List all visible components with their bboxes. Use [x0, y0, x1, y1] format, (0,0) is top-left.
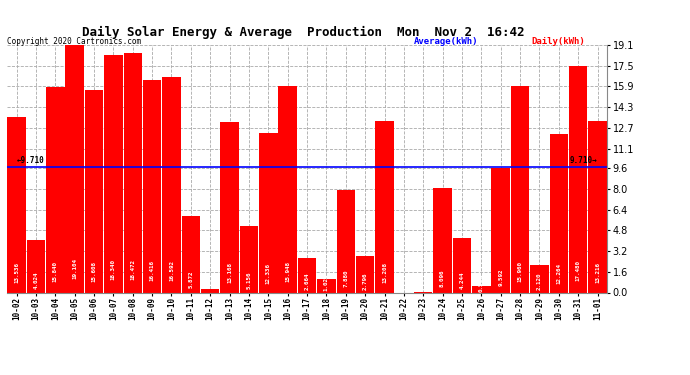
Text: 15.948: 15.948 — [285, 261, 290, 282]
Text: 18.340: 18.340 — [111, 259, 116, 280]
Bar — [239, 226, 258, 292]
Text: 17.480: 17.480 — [575, 260, 581, 280]
Text: 13.216: 13.216 — [595, 262, 600, 283]
Bar — [124, 53, 142, 292]
Text: 19.104: 19.104 — [72, 258, 77, 279]
Bar — [550, 134, 568, 292]
Text: 0.500: 0.500 — [479, 274, 484, 291]
Bar — [181, 216, 200, 292]
Bar — [337, 190, 355, 292]
Text: 13.168: 13.168 — [227, 262, 232, 284]
Bar — [472, 286, 491, 292]
Text: Daily(kWh): Daily(kWh) — [531, 38, 585, 46]
Bar — [162, 78, 181, 292]
Text: 12.336: 12.336 — [266, 263, 270, 284]
Text: Daily Solar Energy & Average  Production  Mon  Nov 2  16:42: Daily Solar Energy & Average Production … — [82, 26, 525, 39]
Text: 13.208: 13.208 — [382, 262, 387, 283]
Text: Average(kWh): Average(kWh) — [414, 38, 478, 46]
Bar — [589, 121, 607, 292]
Bar — [220, 122, 239, 292]
Bar — [259, 133, 277, 292]
Text: 18.472: 18.472 — [130, 259, 135, 280]
Text: 5.872: 5.872 — [188, 270, 193, 288]
Bar — [453, 237, 471, 292]
Text: 9.710→: 9.710→ — [570, 156, 598, 165]
Bar — [375, 122, 394, 292]
Text: 16.416: 16.416 — [150, 260, 155, 281]
Bar — [279, 86, 297, 292]
Text: ←9.710: ←9.710 — [17, 156, 44, 165]
Bar — [201, 290, 219, 292]
Bar — [27, 240, 45, 292]
Bar — [85, 90, 104, 292]
Bar — [143, 80, 161, 292]
Text: 5.156: 5.156 — [246, 271, 251, 288]
Bar — [356, 256, 375, 292]
Text: 13.536: 13.536 — [14, 262, 19, 283]
Bar — [317, 279, 335, 292]
Text: 4.244: 4.244 — [460, 272, 464, 289]
Text: 2.796: 2.796 — [363, 273, 368, 290]
Text: 12.264: 12.264 — [556, 263, 561, 284]
Text: 15.960: 15.960 — [518, 261, 522, 282]
Bar — [66, 45, 84, 292]
Text: 1.028: 1.028 — [324, 274, 329, 291]
Text: 2.664: 2.664 — [304, 273, 310, 290]
Bar — [104, 55, 123, 292]
Text: 7.880: 7.880 — [344, 269, 348, 287]
Bar — [530, 265, 549, 292]
Bar — [569, 66, 587, 292]
Bar — [298, 258, 316, 292]
Bar — [46, 87, 64, 292]
Text: 2.120: 2.120 — [537, 273, 542, 291]
Bar — [491, 168, 510, 292]
Text: 9.592: 9.592 — [498, 268, 503, 286]
Text: Copyright 2020 Cartronics.com: Copyright 2020 Cartronics.com — [7, 38, 141, 46]
Text: 8.096: 8.096 — [440, 269, 445, 286]
Text: 16.592: 16.592 — [169, 260, 174, 281]
Bar — [8, 117, 26, 292]
Bar — [511, 86, 529, 292]
Bar — [433, 188, 452, 292]
Text: 15.608: 15.608 — [92, 261, 97, 282]
Text: 15.840: 15.840 — [53, 261, 58, 282]
Text: 4.024: 4.024 — [33, 272, 39, 289]
